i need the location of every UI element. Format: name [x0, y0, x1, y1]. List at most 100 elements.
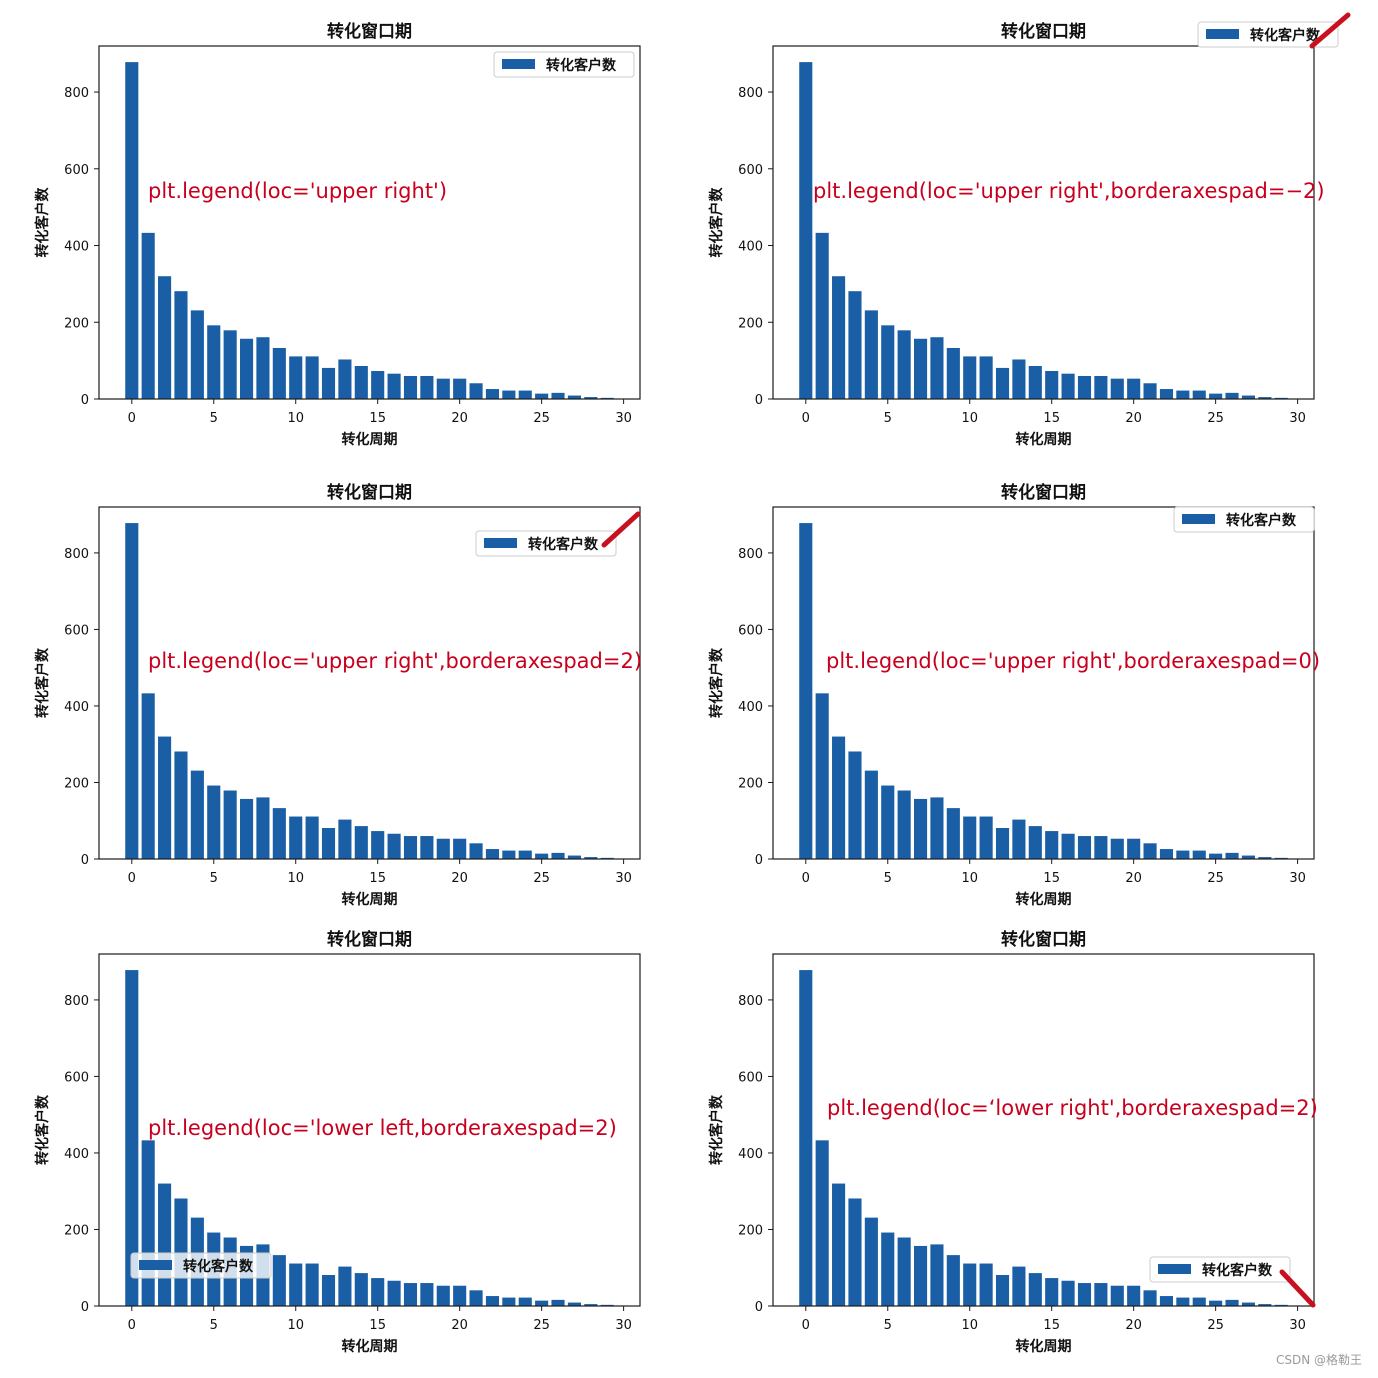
- bar: [930, 797, 944, 859]
- bar: [1241, 855, 1255, 859]
- bar: [567, 855, 581, 859]
- x-tick-label: 25: [533, 411, 550, 426]
- bar: [1127, 838, 1141, 859]
- x-tick-label: 15: [1043, 1318, 1060, 1333]
- bar: [535, 1300, 549, 1306]
- bar: [141, 693, 155, 859]
- bar: [963, 356, 977, 399]
- bar: [1110, 378, 1124, 399]
- bar: [190, 770, 204, 859]
- bar: [1258, 1304, 1272, 1306]
- bar: [832, 736, 846, 859]
- y-tick-label: 400: [64, 240, 89, 255]
- legend-swatch: [484, 538, 517, 548]
- bar: [864, 310, 878, 399]
- bar: [1143, 383, 1157, 399]
- x-tick-label: 10: [961, 411, 978, 426]
- bar: [963, 816, 977, 859]
- bar: [1028, 1273, 1042, 1306]
- bar: [239, 338, 254, 399]
- bar: [930, 1244, 944, 1306]
- y-axis-label: 转化客户数: [34, 1094, 51, 1165]
- x-tick-label: 0: [128, 871, 136, 886]
- bar: [1209, 1300, 1223, 1306]
- bar: [469, 843, 483, 859]
- bar: [125, 970, 139, 1306]
- bar: [1127, 378, 1141, 399]
- bar: [1159, 1296, 1174, 1306]
- x-tick-label: 30: [615, 1318, 632, 1333]
- bar: [158, 1183, 172, 1306]
- x-axis-label: 转化周期: [1016, 1338, 1072, 1355]
- marker-top-right-2: [1309, 12, 1351, 49]
- y-tick-label: 400: [738, 1147, 763, 1162]
- y-tick-label: 600: [64, 623, 89, 638]
- y-tick-label: 400: [738, 240, 763, 255]
- bar: [518, 1297, 532, 1306]
- bar: [881, 325, 895, 399]
- bar: [848, 751, 862, 859]
- bar: [371, 1278, 385, 1306]
- bar: [403, 375, 418, 399]
- bar: [897, 1237, 911, 1306]
- bar: [239, 798, 254, 859]
- bar: [1225, 392, 1239, 399]
- bar: [946, 808, 960, 859]
- bar: [1077, 1283, 1092, 1306]
- bar: [321, 828, 336, 859]
- chart-title: 转化窗口期: [327, 482, 412, 503]
- bar: [1241, 1302, 1255, 1306]
- bar: [518, 850, 532, 859]
- bar: [1192, 390, 1206, 399]
- bar: [1209, 853, 1223, 859]
- bar: [207, 325, 221, 399]
- y-tick-label: 200: [64, 776, 89, 791]
- bar: [832, 276, 846, 399]
- y-tick-label: 400: [64, 700, 89, 715]
- bar: [930, 337, 944, 399]
- marker-bottom-right-6: [1279, 1269, 1316, 1308]
- bar: [289, 816, 303, 859]
- legend-label: 转化客户数: [1226, 512, 1297, 529]
- legend-swatch: [1206, 29, 1239, 39]
- legend-swatch: [1182, 514, 1215, 524]
- x-tick-label: 10: [961, 1318, 978, 1333]
- axes-frame: [772, 45, 1315, 400]
- x-tick-label: 10: [961, 871, 978, 886]
- y-tick-label: 800: [64, 994, 89, 1009]
- x-tick-label: 25: [1207, 1318, 1224, 1333]
- x-axis-label: 转化周期: [1016, 431, 1072, 448]
- bar: [354, 1273, 368, 1306]
- bar: [551, 392, 565, 399]
- bar: [436, 1285, 450, 1306]
- y-tick-label: 600: [64, 163, 89, 178]
- annotation-text: plt.legend(loc=‘lower right',borderaxesp…: [827, 1096, 1318, 1120]
- x-tick-label: 0: [802, 1318, 810, 1333]
- legend-box: [1149, 1256, 1291, 1283]
- y-tick-label: 600: [738, 163, 763, 178]
- x-tick-label: 30: [1289, 411, 1306, 426]
- bar: [1192, 850, 1206, 859]
- bar: [436, 378, 450, 399]
- x-tick-label: 25: [1207, 871, 1224, 886]
- x-axis-label: 转化周期: [1016, 891, 1072, 908]
- bar: [1077, 836, 1092, 859]
- bar: [881, 785, 895, 859]
- bar: [1012, 819, 1026, 859]
- x-tick-label: 20: [451, 1318, 468, 1333]
- bar: [979, 816, 993, 859]
- bar: [1061, 373, 1075, 399]
- bar: [1094, 836, 1108, 859]
- bar: [1028, 366, 1042, 399]
- y-tick-label: 200: [64, 316, 89, 331]
- bar: [799, 523, 813, 859]
- legend: 转化客户数: [130, 1252, 272, 1279]
- y-tick-label: 600: [64, 1070, 89, 1085]
- bar: [1258, 397, 1272, 399]
- bar: [518, 390, 532, 399]
- bar: [1209, 393, 1223, 399]
- y-tick-label: 800: [738, 547, 763, 562]
- annotation-text: plt.legend(loc='upper right'): [148, 179, 447, 203]
